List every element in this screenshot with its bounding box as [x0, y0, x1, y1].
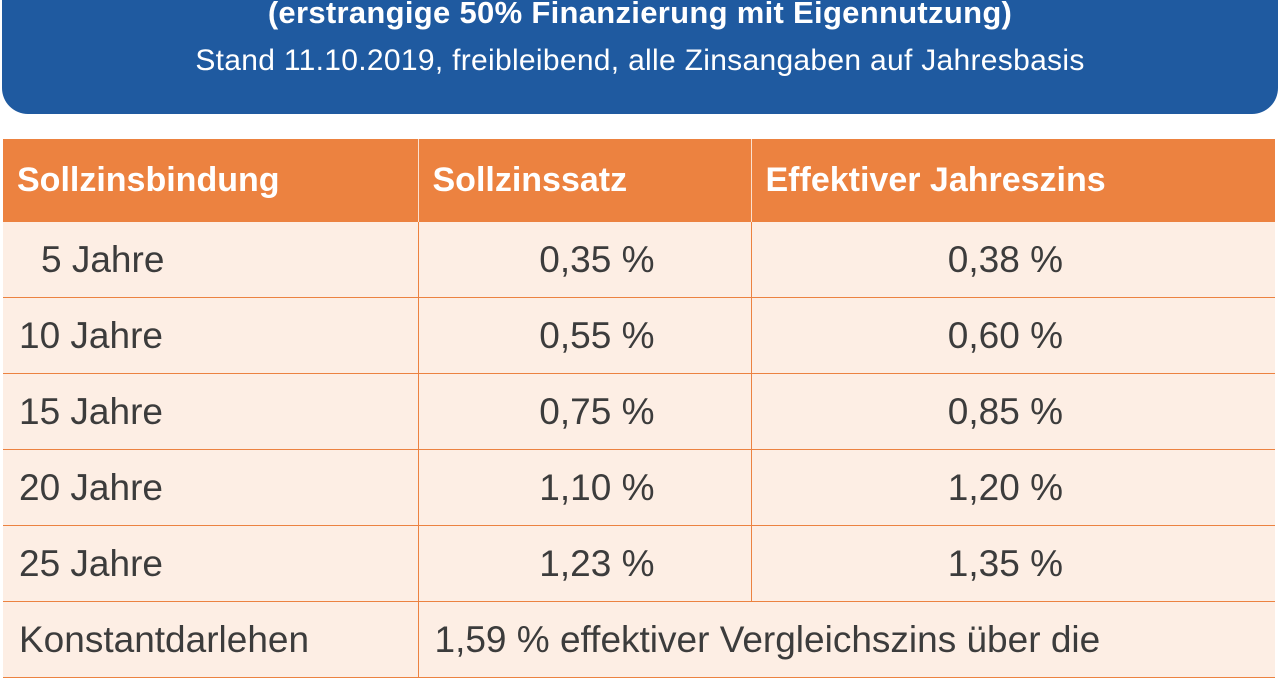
sollzinssatz-cell: 0,75 %	[418, 373, 752, 450]
term-cell: 10 Jahre	[3, 297, 419, 374]
term-cell: 5 Jahre	[3, 222, 419, 298]
table-row: 10 Jahre 0,55 % 0,60 %	[3, 297, 1275, 374]
sollzinssatz-cell: 1,10 %	[418, 449, 752, 526]
sollzinssatz-cell: 0,35 %	[418, 222, 752, 298]
term-cell: 20 Jahre	[3, 449, 419, 526]
effective-rate-cell: 0,60 %	[751, 297, 1275, 374]
table-header-row: Sollzinsbindung Sollzinssatz Effektiver …	[3, 139, 1275, 222]
table-row: 25 Jahre 1,23 % 1,35 %	[3, 525, 1275, 602]
sollzinssatz-cell: 1,23 %	[418, 525, 752, 602]
interest-rates-table: Sollzinsbindung Sollzinssatz Effektiver …	[3, 139, 1275, 678]
effective-rate-cell: 0,85 %	[751, 373, 1275, 450]
table-row: 5 Jahre 0,35 % 0,38 %	[3, 222, 1275, 298]
effective-rate-cell: 1,20 %	[751, 449, 1275, 526]
column-header-sollzinsbindung: Sollzinsbindung	[3, 139, 419, 222]
table-row: 20 Jahre 1,10 % 1,20 %	[3, 449, 1275, 526]
sollzinssatz-cell: 0,55 %	[418, 297, 752, 374]
table-row: 15 Jahre 0,75 % 0,85 %	[3, 373, 1275, 450]
page-subtitle: Stand 11.10.2019, freibleibend, alle Zin…	[195, 44, 1085, 77]
effective-rate-cell: 1,35 %	[751, 525, 1275, 602]
page-title: (erstrangige 50% Finanzierung mit Eigenn…	[267, 0, 1013, 30]
effective-rate-cell: 0,38 %	[751, 222, 1275, 298]
column-header-sollzinssatz: Sollzinssatz	[418, 139, 752, 222]
term-cell: 25 Jahre	[3, 525, 419, 602]
column-header-effektiver-jahreszins: Effektiver Jahreszins	[751, 139, 1275, 222]
header-banner: (erstrangige 50% Finanzierung mit Eigenn…	[2, 0, 1278, 114]
term-cell: 15 Jahre	[3, 373, 419, 450]
